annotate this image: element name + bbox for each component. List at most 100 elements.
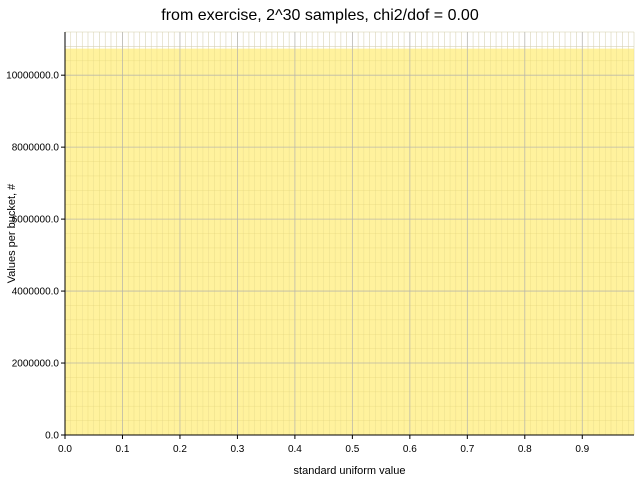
x-tick-label: 0.9	[575, 444, 589, 455]
histogram-bar	[340, 48, 347, 436]
histogram-bar	[409, 48, 416, 436]
y-tick-label: 10000000.0	[6, 71, 59, 82]
histogram-bar	[202, 48, 209, 436]
histogram-bar	[335, 48, 341, 436]
histogram-bar	[220, 48, 226, 436]
histogram-bar	[358, 48, 364, 436]
histogram-bar	[605, 48, 612, 436]
chart-title: from exercise, 2^30 samples, chi2/dof = …	[161, 7, 479, 24]
x-tick-label: 0.3	[230, 444, 244, 455]
histogram-bar	[473, 48, 479, 436]
histogram-bar	[65, 48, 71, 436]
histogram-bar	[139, 48, 146, 436]
histogram-bar	[99, 48, 106, 436]
histogram-bar	[197, 48, 203, 436]
histogram-bar	[513, 48, 520, 436]
histogram-bar	[312, 48, 318, 436]
x-tick-label: 0.6	[403, 444, 417, 455]
histogram-bar	[122, 48, 129, 436]
histogram-bar	[415, 48, 422, 436]
histogram-bar	[404, 48, 410, 436]
y-axis-ticks: 0.0 2000000.0 4000000.0 6000000.0 8000000.0 1…	[6, 71, 65, 442]
histogram-bar	[243, 48, 249, 436]
histogram-bar	[616, 48, 623, 436]
histogram-bar	[128, 48, 134, 436]
histogram-bar	[530, 48, 537, 436]
histogram-bar	[76, 48, 83, 436]
histogram-bar	[542, 48, 548, 436]
y-axis-label: Values per bucket, #	[6, 183, 18, 283]
major-grid	[64, 31, 635, 436]
histogram-bar	[628, 48, 634, 436]
histogram-bar	[105, 48, 111, 436]
histogram-bar	[231, 48, 238, 436]
histogram-bar	[317, 48, 324, 436]
y-tick-label: 8000000.0	[12, 143, 60, 154]
histogram-bar	[271, 48, 278, 436]
histogram-bar	[536, 48, 543, 436]
y-tick-label: 0.0	[45, 431, 59, 442]
x-tick-label: 0.1	[116, 444, 130, 455]
x-tick-label: 0.5	[345, 444, 359, 455]
histogram-bar	[490, 48, 497, 436]
histogram-bar	[346, 48, 353, 436]
x-axis-label: standard uniform value	[294, 465, 406, 477]
histogram-bar	[559, 48, 566, 436]
y-tick-label: 6000000.0	[12, 215, 60, 226]
histogram-bar	[519, 48, 525, 436]
axes	[64, 32, 634, 436]
histogram-bar	[455, 48, 462, 436]
x-tick-label: 0.4	[288, 444, 302, 455]
histogram-bar	[156, 48, 163, 436]
histogram-bar	[392, 48, 399, 436]
histogram-bar	[375, 48, 382, 436]
histogram-bar	[179, 48, 186, 436]
histogram-bar	[283, 48, 290, 436]
histogram-bar	[237, 48, 244, 436]
histogram-bar	[588, 48, 594, 436]
histogram-bar	[70, 48, 77, 436]
histogram-bar	[289, 48, 295, 436]
histogram-bar	[254, 48, 261, 436]
histogram-bar	[547, 48, 554, 436]
histogram-bar	[524, 48, 531, 436]
histogram-bar	[214, 48, 221, 436]
histogram-bar	[300, 48, 307, 436]
histogram-bar	[461, 48, 468, 436]
y-tick-label: 4000000.0	[12, 287, 60, 298]
histogram-bar	[191, 48, 198, 436]
histogram-bar	[582, 48, 589, 436]
histogram-bar	[444, 48, 451, 436]
histogram-bar	[208, 48, 215, 436]
x-tick-label: 0.8	[518, 444, 532, 455]
histogram-bar	[593, 48, 600, 436]
histogram-bar	[266, 48, 272, 436]
histogram-bar	[611, 48, 617, 436]
histogram-bar	[93, 48, 100, 436]
histogram-bar	[116, 48, 123, 436]
histogram-bar	[260, 48, 267, 436]
histogram-bar	[565, 48, 571, 436]
histogram-bar	[622, 48, 629, 436]
y-tick-label: 2000000.0	[12, 359, 60, 370]
histogram-bar	[386, 48, 393, 436]
histogram-bar	[398, 48, 405, 436]
histogram-bar	[174, 48, 180, 436]
histogram-bar	[133, 48, 140, 436]
histogram-bar	[352, 48, 359, 436]
x-tick-label: 0.2	[173, 444, 187, 455]
histogram-bar	[599, 48, 606, 436]
histogram-bar	[248, 48, 255, 436]
histogram-bar	[82, 48, 88, 436]
histogram-bar	[432, 48, 439, 436]
histogram-bar	[450, 48, 456, 436]
histogram-bar	[87, 48, 94, 436]
x-tick-label: 0.0	[58, 444, 72, 455]
histogram-bar	[427, 48, 433, 436]
x-axis-ticks: 0.0 0.1 0.2 0.3 0.4 0.5 0.6 0.7 0.8 0.9	[58, 435, 590, 455]
histogram-bar	[225, 48, 232, 436]
histogram-bar	[553, 48, 560, 436]
histogram-bar	[421, 48, 428, 436]
histogram-bar	[277, 48, 284, 436]
histogram-bars	[65, 48, 634, 436]
